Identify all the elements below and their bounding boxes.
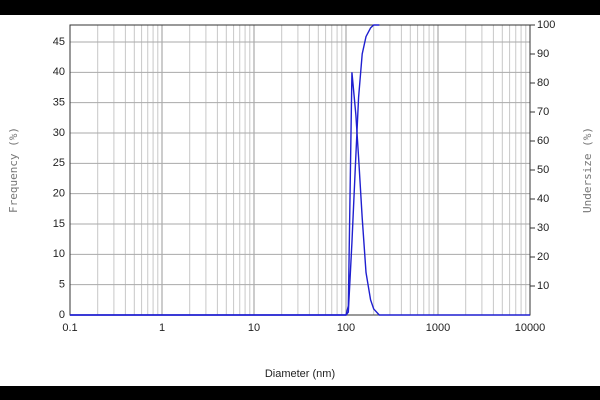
y2-tick-label: 70 <box>537 106 549 118</box>
y-axis-label: Frequency (%) <box>7 127 20 213</box>
x-axis-label: Diameter (nm) <box>265 368 335 380</box>
y2-tick-label: 90 <box>537 48 549 60</box>
x-tick-label: 10000 <box>515 322 546 334</box>
y2-tick-label: 10 <box>537 280 549 292</box>
y2-tick-label: 80 <box>537 77 549 89</box>
y-tick-label: 10 <box>53 248 65 260</box>
y-tick-label: 0 <box>59 309 65 321</box>
x-tick-label: 1000 <box>426 322 450 334</box>
y2-tick-label: 20 <box>537 251 549 263</box>
y2-tick-label: 100 <box>537 19 555 31</box>
y2-tick-label: 50 <box>537 164 549 176</box>
y-tick-label: 45 <box>53 36 65 48</box>
y-tick-label: 20 <box>53 188 65 200</box>
y2-tick-label: 30 <box>537 222 549 234</box>
x-tick-label: 10 <box>248 322 260 334</box>
y2-axis-label: Undersize (%) <box>581 127 594 213</box>
x-tick-label: 1 <box>159 322 165 334</box>
y-tick-label: 40 <box>53 66 65 78</box>
top-bar <box>0 0 600 15</box>
x-tick-label: 100 <box>337 322 355 334</box>
y-tick-label: 30 <box>53 127 65 139</box>
x-tick-label: 0.1 <box>62 322 77 334</box>
bottom-bar <box>0 386 600 400</box>
y-tick-label: 5 <box>59 279 65 291</box>
series-line <box>70 24 380 316</box>
y-tick-label: 15 <box>53 218 65 230</box>
y-tick-label: 35 <box>53 97 65 109</box>
y2-tick-label: 40 <box>537 193 549 205</box>
plot-frame <box>69 24 531 316</box>
y-tick-label: 25 <box>53 157 65 169</box>
y2-tick-label: 60 <box>537 135 549 147</box>
